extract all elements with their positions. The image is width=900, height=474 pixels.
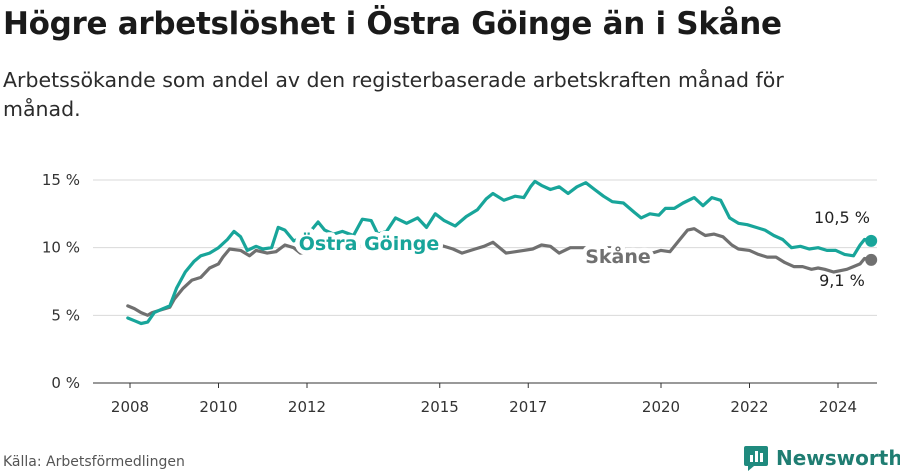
brand-name: Newsworthy xyxy=(776,446,900,470)
end-value-skane: 9,1 % xyxy=(819,271,865,290)
x-tick-label: 2017 xyxy=(509,398,547,416)
y-tick-label: 15 % xyxy=(42,171,80,189)
y-tick-label: 10 % xyxy=(42,239,80,257)
series-line-ostra-goinge xyxy=(126,179,873,326)
chart-title: Högre arbetslöshet i Östra Göinge än i S… xyxy=(3,6,782,42)
x-tick-label: 2015 xyxy=(421,398,459,416)
y-tick-label: 5 % xyxy=(51,306,80,324)
x-tick-label: 2020 xyxy=(642,398,680,416)
x-tick-label: 2022 xyxy=(730,398,768,416)
end-point-ostra-goinge xyxy=(865,234,878,247)
chart-subtitle: Arbetssökande som andel av den registerb… xyxy=(3,68,784,121)
brand-logo[interactable]: Newsworthy xyxy=(744,444,900,472)
end-point-skane xyxy=(865,253,878,266)
newsworthy-logo-icon xyxy=(744,446,768,471)
end-value-ostra-goinge: 10,5 % xyxy=(814,208,870,227)
series-line-skane xyxy=(126,227,873,317)
series-label-ostra-goinge: Östra Göinge xyxy=(299,231,440,255)
y-tick-label: 0 % xyxy=(51,374,80,392)
series-label-skane: Skåne xyxy=(585,244,651,268)
x-tick-label: 2012 xyxy=(288,398,326,416)
x-tick-label: 2008 xyxy=(111,398,149,416)
x-tick-label: 2024 xyxy=(819,398,857,416)
x-tick-label: 2010 xyxy=(199,398,237,416)
source-note: Källa: Arbetsförmedlingen xyxy=(3,454,185,470)
